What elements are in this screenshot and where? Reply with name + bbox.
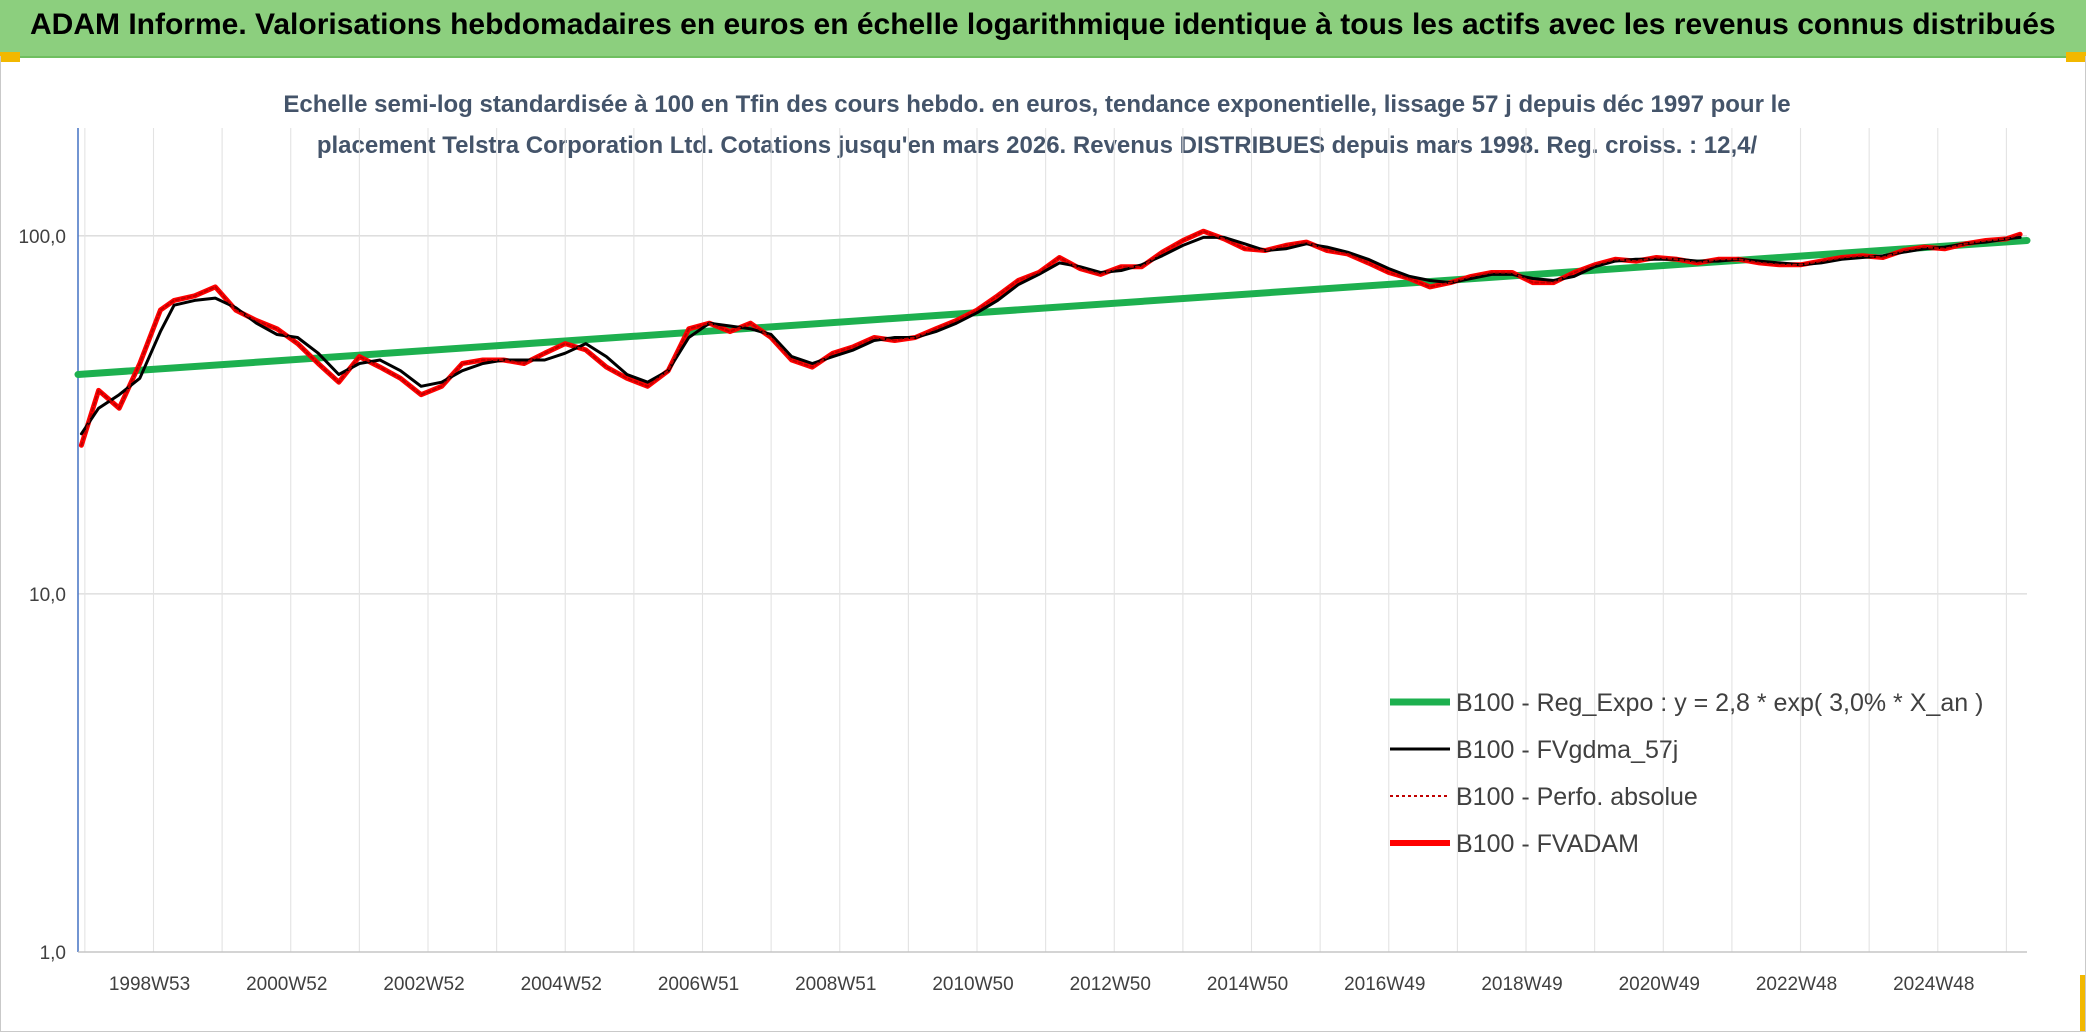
header-bar: ADAM Informe. Valorisations hebdomadaire… [0,0,2086,58]
series-line-smoothed [79,235,2022,436]
tick-labels: 1,0 10,0 100,0 1998W53 2000W52 2002W52 2004W52… [18,227,1974,995]
x-tick-label: 2004W52 [521,974,602,995]
corner-marker-right [2066,52,2086,62]
legend-entry-label: B100 - Perfo. absolue [1456,783,1698,811]
x-tick-label: 2018W49 [1481,974,1562,995]
x-tick-label: 2020W49 [1619,974,1700,995]
series-lines [74,228,2031,448]
page-title: ADAM Informe. Valorisations hebdomadaire… [30,8,2056,41]
legend-entry-label: B100 - FVgdma_57j [1456,736,1678,764]
x-tick-label: 2012W50 [1070,974,1151,995]
x-tick-label: 1998W53 [109,974,190,995]
y-tick-label: 1,0 [40,943,66,964]
x-tick-label: 2006W51 [658,974,739,995]
legend: B100 - Reg_Expo : y = 2,8 * exp( 3,0% * … [1390,689,1983,858]
gridlines [78,128,2027,953]
x-tick-label: 2008W51 [795,974,876,995]
x-tick-label: 2022W48 [1756,974,1837,995]
x-tick-label: 2000W52 [246,974,327,995]
y-tick-label: 100,0 [18,227,66,248]
x-tick-label: 2010W50 [932,974,1013,995]
chart-subtitle-line-2: placement Telstra Corporation Ltd. Cotat… [317,132,1758,159]
x-tick-label: 2016W49 [1344,974,1425,995]
corner-marker-left [0,52,20,62]
y-tick-label: 10,0 [29,585,66,606]
x-tick-label: 2024W48 [1893,974,1974,995]
axes [77,128,2027,953]
series-line-dotted [80,230,2022,447]
legend-entry-label: B100 - Reg_Expo : y = 2,8 * exp( 3,0% * … [1456,689,1983,717]
x-tick-label: 2014W50 [1207,974,1288,995]
legend-entry-label: B100 - FVADAM [1456,830,1639,858]
corner-marker-bottom-right [2080,975,2086,1031]
chart-subtitle-line-1: Echelle semi-log standardisée à 100 en T… [283,91,1790,118]
x-tick-label: 2002W52 [383,974,464,995]
